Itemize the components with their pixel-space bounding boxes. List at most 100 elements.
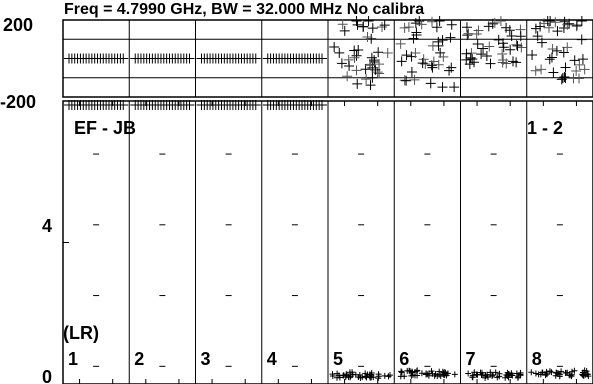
phase-point — [483, 21, 494, 32]
phase-point — [558, 47, 569, 58]
phase-point — [437, 35, 448, 46]
amp-point — [543, 370, 550, 377]
phase-point — [568, 73, 579, 84]
amp-point — [349, 369, 356, 376]
phase-point — [536, 64, 547, 75]
amp-point — [492, 369, 499, 376]
amp-point — [336, 374, 343, 381]
phase-point — [358, 21, 369, 32]
amp-point — [489, 373, 496, 380]
phase-point — [336, 58, 347, 69]
phase-point — [329, 42, 340, 53]
phase-point — [576, 15, 587, 26]
phase-point — [360, 64, 371, 75]
phase-point — [362, 31, 373, 42]
amp-point — [426, 370, 433, 377]
amp-point — [398, 368, 405, 375]
channel-label: 5 — [333, 349, 343, 369]
amp-point — [580, 371, 587, 378]
phase-point — [403, 22, 414, 33]
phase-point — [557, 72, 568, 83]
sideband-label: 1 - 2 — [527, 118, 563, 138]
channel-label: 2 — [134, 349, 144, 369]
amp-point — [496, 370, 503, 377]
phase-point — [577, 54, 588, 65]
amp-point — [539, 369, 546, 376]
phase-point — [495, 15, 506, 26]
amp-point — [401, 373, 408, 380]
pol-label: (LR) — [63, 323, 99, 343]
phase-point — [438, 51, 449, 62]
amp-point — [465, 370, 472, 377]
phase-point — [352, 78, 363, 89]
channel-label: 6 — [399, 349, 409, 369]
phase-point — [562, 19, 573, 30]
phase-point — [542, 15, 553, 26]
phase-point — [505, 44, 516, 55]
amp-point — [343, 371, 350, 378]
phase-point — [351, 15, 362, 26]
amp-point — [504, 369, 511, 376]
phase-point — [118, 53, 129, 64]
phase-point — [548, 67, 559, 78]
phase-point — [465, 52, 476, 63]
phase-point — [317, 100, 327, 110]
phase-point — [410, 47, 421, 58]
phase-point — [396, 56, 407, 67]
amp-point — [375, 371, 382, 378]
phase-point — [351, 50, 362, 61]
phase-point — [476, 49, 487, 60]
phase-point — [547, 43, 558, 54]
phase-point — [515, 31, 526, 42]
amp-point — [580, 372, 587, 379]
phase-point — [437, 82, 448, 93]
channel-5: 5 — [329, 15, 393, 382]
phase-point — [564, 18, 575, 29]
phase-point — [484, 41, 495, 52]
phase-point — [449, 82, 460, 93]
amp-point — [484, 371, 491, 378]
amp-point — [535, 371, 542, 378]
phase-point — [349, 52, 360, 63]
phase-point — [353, 45, 364, 56]
phase-point — [466, 48, 477, 59]
channel-label: 7 — [466, 349, 476, 369]
phase-point — [543, 22, 554, 33]
phase-point — [337, 19, 348, 30]
phase-point — [399, 22, 410, 33]
phase-point — [334, 47, 345, 58]
channel-3: 3 — [196, 53, 261, 369]
amp-point — [513, 370, 520, 377]
phase-point — [401, 75, 412, 86]
phase-point — [406, 67, 417, 78]
phase-point — [472, 38, 483, 49]
amp-ytick-zero: 0 — [42, 367, 52, 384]
amp-point — [562, 369, 569, 376]
amp-point — [451, 371, 458, 378]
phase-point — [487, 18, 498, 29]
phase-point — [571, 65, 582, 76]
channel-4: 4 — [262, 53, 327, 369]
phase-point — [434, 15, 445, 26]
phase-point — [511, 57, 522, 68]
amp-point — [329, 371, 336, 378]
channel-label: 8 — [532, 349, 542, 369]
phase-point — [512, 40, 523, 51]
amp-point — [444, 370, 451, 377]
amp-point — [477, 369, 484, 376]
amp-point — [414, 367, 421, 374]
phase-point — [427, 62, 438, 73]
phase-point — [118, 100, 129, 110]
amp-point — [418, 370, 425, 377]
amp-point — [442, 370, 449, 377]
amp-point — [532, 370, 539, 377]
phase-point — [418, 54, 429, 65]
phase-point — [481, 51, 492, 62]
amp-point — [469, 374, 476, 381]
amp-point — [423, 371, 430, 378]
amp-point — [381, 372, 388, 379]
amp-point — [386, 372, 393, 379]
phase-point — [184, 53, 195, 64]
phase-point — [544, 54, 555, 65]
phase-point — [250, 100, 261, 110]
